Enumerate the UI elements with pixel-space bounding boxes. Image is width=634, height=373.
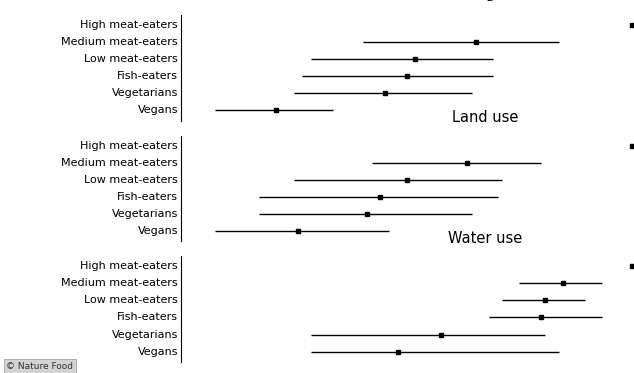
Text: CO$_2$e: CO$_2$e bbox=[465, 0, 504, 4]
Text: Water use: Water use bbox=[448, 231, 522, 245]
Text: Land use: Land use bbox=[451, 110, 518, 125]
Text: © Nature Food: © Nature Food bbox=[6, 362, 74, 371]
